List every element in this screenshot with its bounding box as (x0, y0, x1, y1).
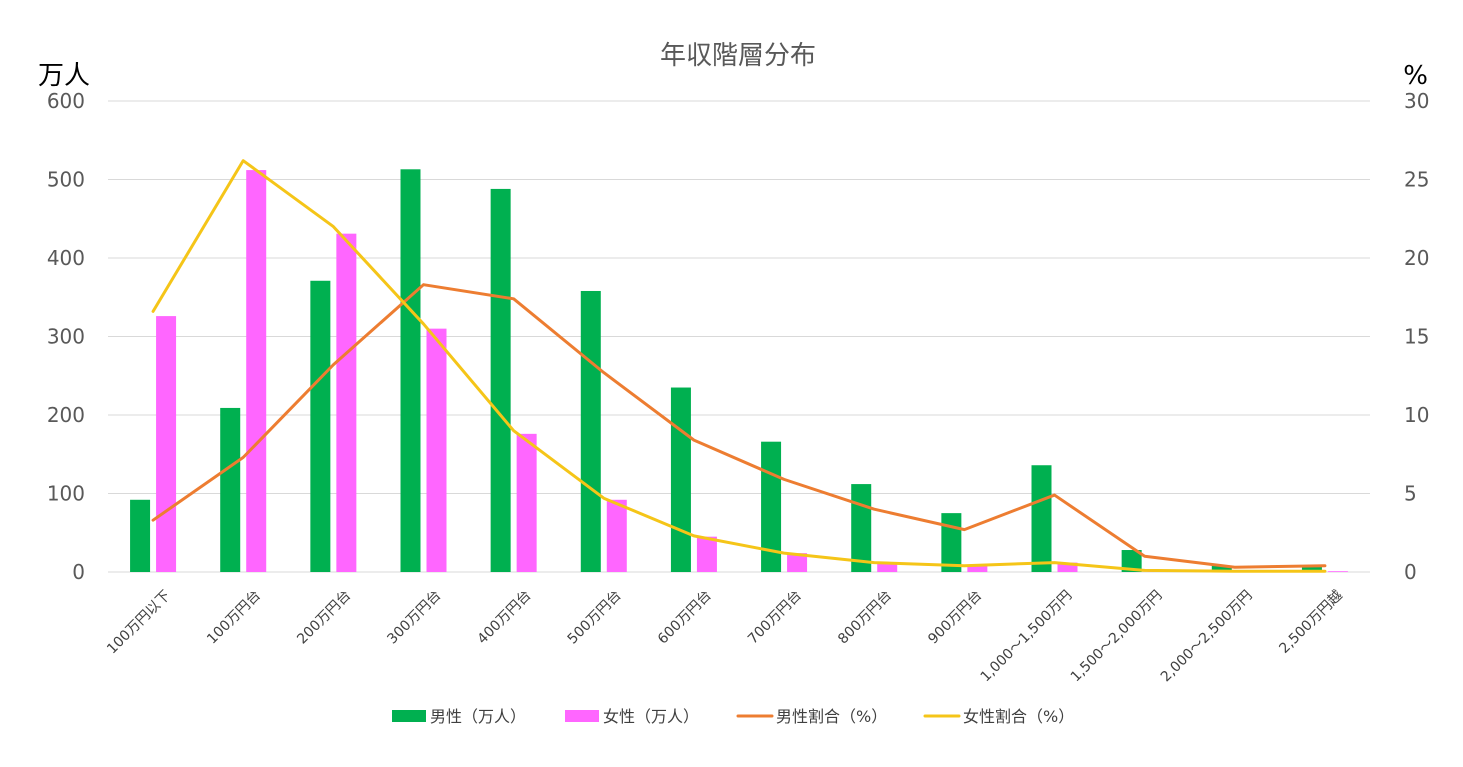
y2-tick-label: 20 (1404, 246, 1429, 270)
y2-tick-label: 5 (1404, 482, 1417, 506)
bar (606, 499, 627, 572)
legend-item: 女性（万人） (565, 707, 699, 726)
legend-label: 女性割合（%） (963, 707, 1074, 726)
y2-axis-unit-label: % (1403, 61, 1428, 91)
bar (696, 536, 717, 572)
x-tick-label: 1,000～1,500万円 (978, 588, 1076, 686)
x-tick-label: 200万円台 (294, 588, 354, 648)
legend-item: 女性割合（%） (923, 707, 1074, 726)
bar (1057, 562, 1078, 572)
x-tick-label: 900万円台 (925, 588, 985, 648)
y2-tick-label: 25 (1404, 168, 1429, 192)
bar (1301, 565, 1322, 572)
y-tick-label: 200 (47, 403, 85, 427)
bar (941, 513, 962, 572)
y2-tick-label: 30 (1404, 89, 1429, 113)
legend-item: 男性（万人） (392, 707, 526, 726)
bar (426, 328, 447, 572)
bar (156, 316, 177, 572)
y-tick-label: 0 (72, 560, 85, 584)
y-tick-label: 500 (47, 168, 85, 192)
bar (400, 169, 421, 573)
legend-item: 男性割合（%） (736, 707, 887, 726)
bar-series-group (130, 169, 1348, 573)
y-axis-unit-label: 万人 (38, 61, 90, 91)
chart-title: 年収階層分布 (660, 41, 816, 71)
series-line (151, 159, 1327, 573)
y-axis-right: 0 5 10 15 20 25 30 (1404, 89, 1429, 584)
x-tick-label: 100万円以下 (104, 588, 174, 658)
bar (516, 433, 537, 572)
x-tick-label: 2,500万円越 (1276, 588, 1345, 657)
bar (670, 387, 691, 572)
bar (310, 280, 331, 572)
bar (246, 170, 267, 572)
y2-tick-label: 0 (1404, 560, 1417, 584)
line-series-group (151, 159, 1327, 573)
bar (220, 407, 241, 572)
legend-swatch (565, 710, 599, 722)
bar (1211, 565, 1232, 572)
series-line (151, 283, 1327, 569)
legend: 男性（万人） 女性（万人） 男性割合（%） 女性割合（%） (392, 707, 1074, 726)
bar (1031, 465, 1052, 572)
y-axis-left: 0 100 200 300 400 500 600 (47, 89, 85, 584)
bar (490, 188, 511, 573)
legend-swatch (392, 710, 426, 722)
x-axis: 100万円以下 100万円台 200万円台 300万円台 400万円台 500万円台 600… (104, 588, 1346, 686)
x-tick-label: 2,000～2,500万円 (1158, 588, 1256, 686)
bar (967, 565, 988, 572)
bar (130, 499, 151, 572)
bar (1121, 550, 1142, 572)
x-tick-label: 700万円台 (745, 588, 805, 648)
x-tick-label: 600万円台 (655, 588, 715, 648)
legend-label: 男性（万人） (430, 707, 526, 726)
legend-label: 男性割合（%） (776, 707, 887, 726)
x-tick-label: 800万円台 (835, 588, 895, 648)
y-tick-label: 100 (47, 482, 85, 506)
x-tick-label: 400万円台 (475, 588, 535, 648)
bar (851, 484, 872, 572)
bar (1327, 571, 1348, 572)
bar-series (130, 169, 1322, 573)
bar (787, 553, 808, 572)
y-tick-label: 600 (47, 89, 85, 113)
legend-label: 女性（万人） (603, 707, 699, 726)
bar (336, 233, 357, 573)
y2-tick-label: 10 (1404, 403, 1429, 427)
y-tick-label: 400 (47, 246, 85, 270)
x-tick-label: 100万円台 (204, 588, 264, 648)
bar (580, 290, 601, 572)
y-tick-label: 300 (47, 325, 85, 349)
bar (877, 562, 898, 572)
x-tick-label: 1,500～2,000万円 (1068, 588, 1166, 686)
y2-tick-label: 15 (1404, 325, 1429, 349)
gridlines (108, 100, 1370, 573)
x-tick-label: 500万円台 (565, 588, 625, 648)
x-tick-label: 300万円台 (384, 588, 444, 648)
